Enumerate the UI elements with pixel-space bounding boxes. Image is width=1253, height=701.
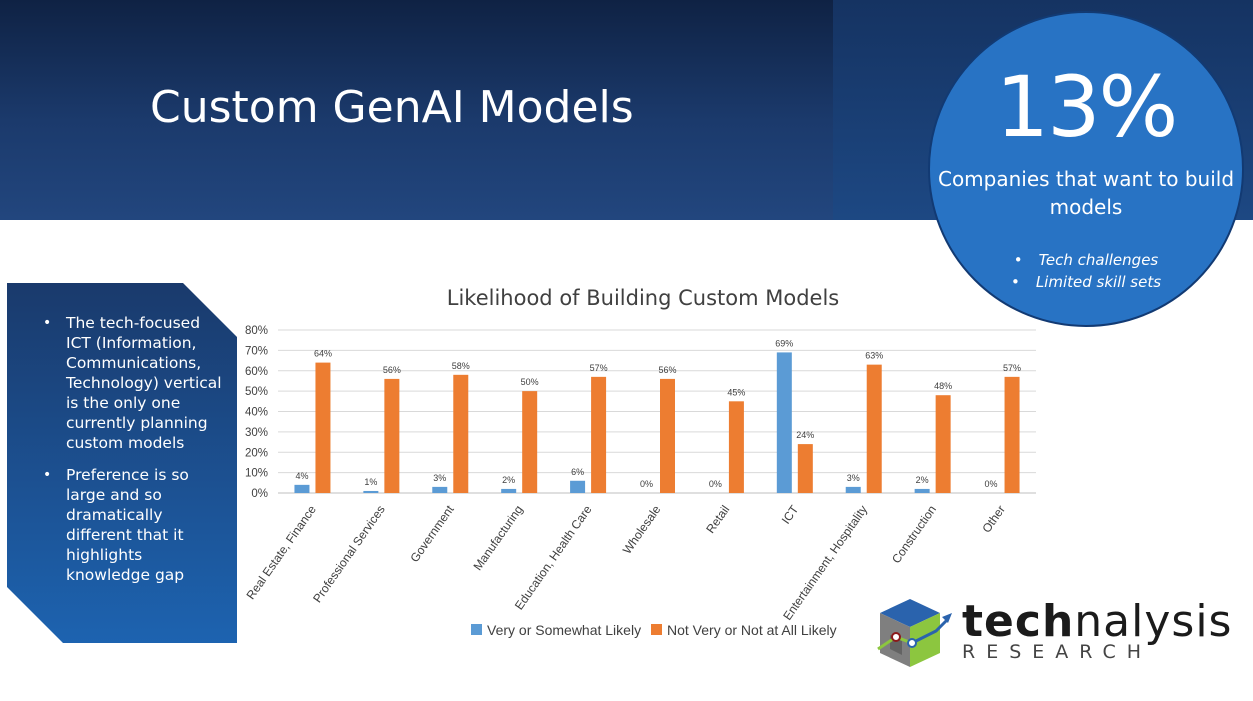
data-label: 57% (1003, 363, 1021, 373)
logo-word-rest: nalysis (1074, 596, 1233, 647)
stat-bullets: Tech challenges Limited skill sets (930, 249, 1242, 293)
x-tick-label: Professional Services (310, 503, 388, 606)
bar (570, 480, 586, 493)
data-label: 69% (775, 338, 793, 348)
x-tick-label: Education, Health Care (512, 502, 595, 612)
bar (432, 486, 448, 493)
insight-list: The tech-focused ICT (Information, Commu… (43, 313, 223, 597)
title-banner (0, 0, 833, 220)
data-label: 6% (571, 467, 584, 477)
bar (1004, 376, 1020, 493)
data-label: 48% (934, 381, 952, 391)
stat-bullet: Tech challenges (930, 249, 1242, 271)
x-tick-label: Wholesale (620, 502, 664, 556)
stat-circle: 13% Companies that want to build models … (928, 11, 1244, 327)
x-tick-label: Manufacturing (471, 503, 526, 573)
bar (728, 401, 744, 493)
logo-subtitle: RESEARCH (962, 641, 1153, 663)
x-tick-label: ICT (779, 502, 802, 526)
y-tick-label: 70% (245, 345, 268, 357)
data-label: 1% (364, 477, 377, 487)
bar (294, 484, 310, 493)
insight-sidebar: The tech-focused ICT (Information, Commu… (7, 283, 237, 643)
bar (845, 486, 861, 493)
bar (660, 378, 675, 493)
data-label: 58% (452, 361, 470, 371)
x-tick-label: Other (979, 503, 1008, 536)
slide-title: Custom GenAI Models (150, 82, 634, 133)
company-logo: technalysis RESEARCH (876, 597, 1236, 671)
data-label: 57% (590, 363, 608, 373)
y-tick-label: 0% (251, 488, 268, 500)
legend-label: Very or Somewhat Likely (487, 622, 641, 638)
x-tick-label: Government (407, 502, 457, 565)
logo-word-bold: tech (962, 596, 1075, 647)
data-label: 0% (640, 479, 653, 489)
data-label: 0% (985, 479, 998, 489)
bar (384, 378, 400, 493)
y-tick-label: 10% (245, 468, 268, 480)
bar (501, 488, 517, 493)
x-tick-label: Construction (889, 503, 939, 566)
stat-bullet: Limited skill sets (930, 271, 1242, 293)
insight-bullet: Preference is so large and so dramatical… (43, 465, 223, 585)
bar (363, 490, 379, 493)
bar (776, 352, 792, 493)
insight-bullet: The tech-focused ICT (Information, Commu… (43, 313, 223, 453)
stat-value: 13% (995, 58, 1179, 156)
bar (522, 391, 538, 493)
bar (797, 444, 813, 493)
bar (315, 362, 331, 493)
y-tick-label: 30% (245, 427, 268, 439)
data-label: 56% (383, 365, 401, 375)
bar (453, 374, 469, 493)
data-label: 0% (709, 479, 722, 489)
legend-swatch (651, 624, 662, 635)
data-label: 2% (502, 475, 515, 485)
y-tick-label: 50% (245, 386, 268, 398)
data-label: 2% (916, 475, 929, 485)
legend-swatch (471, 624, 482, 635)
x-tick-label: Real Estate, Finance (244, 502, 320, 602)
data-label: 3% (847, 473, 860, 483)
y-tick-label: 80% (245, 325, 268, 337)
data-label: 50% (521, 377, 539, 387)
stat-description: Companies that want to build models (937, 167, 1235, 219)
data-label: 64% (314, 349, 332, 359)
logo-wordmark: technalysis (962, 599, 1232, 645)
data-label: 24% (796, 430, 814, 440)
chart-title: Likelihood of Building Custom Models (447, 286, 839, 310)
cube-icon (877, 599, 952, 667)
data-label: 3% (433, 473, 446, 483)
data-label: 4% (295, 471, 308, 481)
data-label: 45% (727, 387, 745, 397)
y-tick-label: 20% (245, 447, 268, 459)
bar (866, 364, 882, 493)
legend-label: Not Very or Not at All Likely (667, 622, 837, 638)
x-tick-label: Retail (703, 503, 732, 536)
bar (591, 376, 607, 493)
data-label: 63% (865, 351, 883, 361)
y-tick-label: 60% (245, 366, 268, 378)
data-label: 56% (658, 365, 676, 375)
bar (935, 395, 951, 493)
y-tick-label: 40% (245, 407, 268, 419)
bar (914, 488, 930, 493)
